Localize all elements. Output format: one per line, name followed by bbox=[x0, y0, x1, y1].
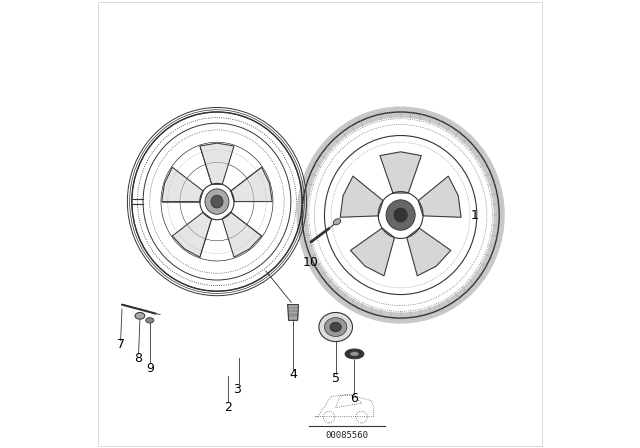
Polygon shape bbox=[351, 228, 394, 276]
Polygon shape bbox=[380, 152, 421, 193]
Text: 00085560: 00085560 bbox=[325, 431, 369, 440]
Ellipse shape bbox=[135, 313, 145, 319]
Ellipse shape bbox=[351, 352, 358, 356]
Text: 1: 1 bbox=[470, 208, 479, 222]
Polygon shape bbox=[288, 305, 298, 320]
Polygon shape bbox=[419, 176, 461, 217]
Ellipse shape bbox=[211, 195, 223, 208]
Ellipse shape bbox=[324, 318, 347, 336]
Text: 8: 8 bbox=[134, 352, 143, 365]
Ellipse shape bbox=[345, 349, 364, 359]
Ellipse shape bbox=[319, 313, 353, 342]
Polygon shape bbox=[172, 212, 212, 257]
Text: 5: 5 bbox=[332, 372, 340, 385]
Text: 7: 7 bbox=[116, 338, 125, 352]
Polygon shape bbox=[222, 212, 262, 257]
Text: 6: 6 bbox=[351, 392, 358, 405]
Ellipse shape bbox=[394, 208, 408, 222]
Ellipse shape bbox=[205, 189, 229, 214]
Text: 2: 2 bbox=[224, 401, 232, 414]
Ellipse shape bbox=[146, 318, 154, 323]
Polygon shape bbox=[407, 228, 451, 276]
Text: 3: 3 bbox=[233, 383, 241, 396]
Text: 4: 4 bbox=[289, 367, 297, 381]
Ellipse shape bbox=[330, 323, 341, 332]
Polygon shape bbox=[231, 167, 272, 202]
Polygon shape bbox=[340, 176, 383, 217]
Text: 10: 10 bbox=[303, 255, 319, 269]
Ellipse shape bbox=[386, 200, 415, 230]
Polygon shape bbox=[162, 167, 203, 202]
Text: 9: 9 bbox=[146, 362, 154, 375]
Polygon shape bbox=[200, 143, 234, 184]
Ellipse shape bbox=[333, 219, 340, 225]
